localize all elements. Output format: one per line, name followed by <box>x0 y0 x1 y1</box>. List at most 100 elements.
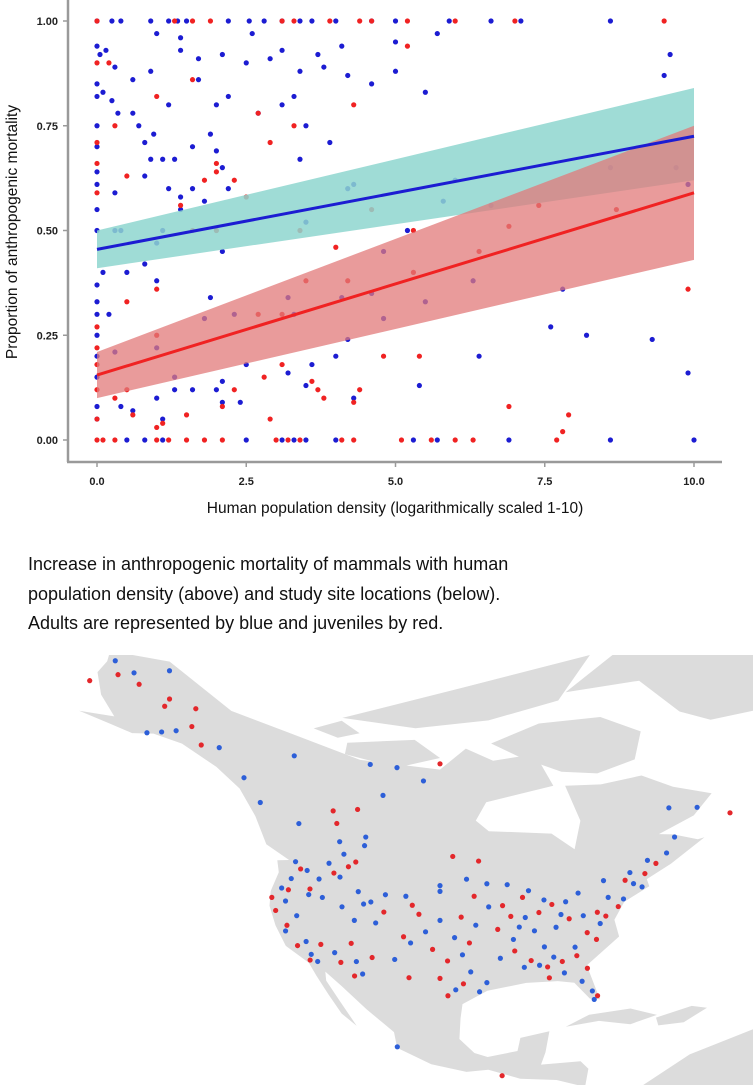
juvenile-site <box>193 706 199 712</box>
adult-site <box>563 899 569 905</box>
adult-site <box>597 920 603 927</box>
x-ticks: 0.0 2.5 5.0 7.5 10.0 <box>89 462 705 488</box>
adult-point <box>434 30 440 37</box>
juvenile-site <box>273 907 279 914</box>
adult-point <box>691 437 697 443</box>
adult-point <box>237 399 243 405</box>
adult-point <box>94 332 100 338</box>
juvenile-point <box>267 416 273 422</box>
adult-point <box>151 131 157 137</box>
juvenile-site <box>653 860 659 866</box>
adult-site <box>639 884 645 890</box>
adult-point <box>213 387 219 393</box>
adult-point <box>112 190 118 196</box>
adult-point <box>518 18 524 24</box>
x-tick-label: 2.5 <box>239 476 254 488</box>
juvenile-site <box>519 894 526 900</box>
y-tick-label: 0.50 <box>37 226 58 238</box>
adult-point <box>225 186 231 192</box>
adult-site <box>572 944 578 950</box>
adult-site <box>361 843 368 849</box>
adult-point <box>285 370 291 376</box>
juvenile-point <box>357 18 363 24</box>
juvenile-site <box>331 870 337 876</box>
confidence-ribbons <box>97 88 694 399</box>
adult-site <box>351 917 357 923</box>
adult-point <box>94 206 100 213</box>
juvenile-site <box>546 975 552 981</box>
juvenile-point <box>351 102 357 108</box>
adult-point <box>416 382 422 389</box>
adult-site <box>553 924 559 930</box>
y-ticks: 0.00 0.25 0.50 0.75 1.00 <box>37 16 68 447</box>
juvenile-point <box>94 139 100 146</box>
adult-site <box>575 890 581 896</box>
juvenile-point <box>106 60 112 66</box>
adult-point <box>94 43 100 49</box>
y-tick-label: 0.75 <box>37 121 58 133</box>
juvenile-site <box>593 936 600 942</box>
adult-point <box>392 39 399 45</box>
juvenile-site <box>499 903 506 909</box>
y-tick-label: 1.00 <box>37 16 58 28</box>
adult-point <box>685 370 691 376</box>
juvenile-point <box>428 437 434 443</box>
juvenile-site <box>508 913 514 919</box>
adult-point <box>291 437 297 443</box>
adult-point <box>94 93 100 100</box>
juvenile-point <box>351 399 357 405</box>
adult-point <box>154 30 160 37</box>
adult-site <box>525 888 532 894</box>
juvenile-site <box>460 981 467 987</box>
juvenile-site <box>458 914 464 920</box>
adult-point <box>100 89 106 95</box>
adult-site <box>216 745 222 751</box>
adult-point <box>213 148 219 154</box>
juvenile-point <box>279 18 285 24</box>
adult-site <box>315 958 321 965</box>
adult-site <box>339 904 345 910</box>
adult-point <box>327 139 333 146</box>
adult-point <box>246 18 252 24</box>
adult-point <box>333 353 339 359</box>
adult-point <box>109 18 115 24</box>
adult-site <box>453 987 459 993</box>
juvenile-point <box>291 18 297 24</box>
juvenile-point <box>333 244 339 250</box>
adult-fit-line <box>96 134 695 251</box>
juvenile-point <box>404 43 411 49</box>
adult-point <box>103 47 109 53</box>
juvenile-site <box>338 959 344 965</box>
juvenile-point <box>213 160 219 167</box>
juvenile-point <box>231 177 237 183</box>
adult-point <box>339 43 345 49</box>
adult-point <box>661 72 667 79</box>
juvenile-site <box>584 965 591 971</box>
adult-point <box>142 437 148 443</box>
adult-point <box>267 56 273 62</box>
juvenile-site <box>450 853 456 860</box>
adult-point <box>94 123 100 129</box>
adult-point <box>261 18 267 24</box>
adult-point <box>243 437 249 443</box>
adult-point <box>94 403 100 410</box>
juvenile-point <box>154 286 160 292</box>
juvenile-site <box>566 916 572 922</box>
adult-site <box>663 850 670 856</box>
caption-line-2: population density (above) and study sit… <box>28 583 501 604</box>
juvenile-point <box>112 123 118 129</box>
juvenile-site <box>409 902 415 908</box>
adult-site <box>368 899 374 905</box>
adult-site <box>536 962 543 968</box>
juvenile-point <box>94 324 100 330</box>
adult-point <box>303 382 309 389</box>
land-mainland <box>79 655 712 1085</box>
adult-site <box>241 775 247 781</box>
adult-site <box>360 971 366 977</box>
adult-point <box>195 56 202 62</box>
adult-point <box>279 102 285 108</box>
adult-site <box>292 859 299 865</box>
juvenile-point <box>416 353 422 359</box>
adult-site <box>561 970 568 976</box>
scatter-plot: 0.00 0.25 0.50 0.75 1.00 0.0 2.5 5.0 7.5 10.0 Pr… <box>4 0 722 517</box>
